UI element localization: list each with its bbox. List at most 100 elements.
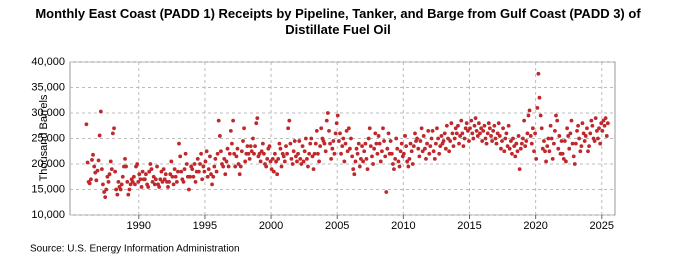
- data-point: [361, 159, 366, 164]
- data-point: [157, 185, 162, 189]
- data-point: [442, 131, 447, 136]
- data-point: [415, 136, 420, 141]
- data-point: [373, 131, 378, 136]
- data-point: [251, 136, 255, 141]
- data-point: [393, 157, 398, 161]
- data-point: [237, 172, 242, 177]
- data-point: [363, 141, 368, 146]
- data-point: [96, 158, 101, 163]
- data-point: [309, 136, 314, 141]
- data-point: [238, 164, 243, 169]
- data-point: [463, 126, 468, 131]
- data-point: [580, 121, 585, 126]
- data-point: [504, 131, 509, 136]
- data-point: [329, 157, 334, 161]
- data-point: [140, 169, 145, 174]
- data-point: [502, 149, 507, 154]
- data-point: [358, 157, 363, 161]
- data-point: [449, 121, 454, 126]
- data-point: [217, 134, 222, 138]
- data-point: [89, 177, 93, 182]
- data-point: [484, 141, 489, 146]
- data-point: [600, 128, 605, 133]
- data-point: [492, 123, 497, 128]
- data-point: [510, 151, 514, 156]
- data-point: [480, 139, 485, 143]
- data-point: [313, 141, 318, 146]
- data-point: [259, 149, 264, 154]
- data-point: [579, 144, 584, 149]
- data-point: [409, 149, 414, 154]
- data-point: [282, 159, 287, 164]
- data-point: [545, 144, 550, 149]
- data-point: [249, 149, 254, 154]
- data-point: [460, 131, 465, 136]
- data-point: [370, 154, 374, 159]
- data-point: [407, 157, 412, 161]
- data-point: [547, 149, 552, 154]
- data-point: [119, 182, 124, 187]
- data-point: [116, 179, 121, 184]
- data-point: [433, 141, 438, 146]
- data-point: [346, 126, 351, 131]
- data-point: [335, 113, 340, 118]
- data-point: [131, 174, 136, 179]
- data-point: [466, 128, 470, 133]
- data-point: [534, 157, 539, 161]
- data-point: [196, 169, 201, 174]
- data-point: [395, 146, 400, 151]
- data-point: [216, 118, 221, 123]
- data-point: [234, 154, 239, 159]
- data-point: [300, 144, 305, 149]
- data-point: [155, 164, 159, 169]
- data-point: [544, 159, 548, 164]
- data-point: [333, 131, 338, 136]
- data-point: [182, 167, 187, 172]
- data-point: [142, 177, 147, 182]
- data-point: [305, 157, 309, 161]
- data-point: [133, 182, 137, 187]
- source-note: Source: U.S. Energy Information Administ…: [30, 244, 240, 255]
- data-point: [159, 169, 164, 174]
- data-point: [147, 169, 152, 174]
- data-point: [334, 121, 339, 126]
- data-point: [318, 144, 323, 149]
- data-point: [239, 149, 244, 154]
- data-point: [109, 167, 114, 172]
- chart-title: Monthly East Coast (PADD 1) Receipts by …: [35, 6, 641, 37]
- data-point: [342, 159, 347, 164]
- data-point: [176, 169, 180, 174]
- data-point: [200, 177, 205, 182]
- data-point: [223, 172, 228, 177]
- data-point: [456, 123, 460, 128]
- data-point: [188, 174, 193, 179]
- data-point: [224, 159, 229, 164]
- data-point: [599, 121, 604, 126]
- data-point: [297, 139, 302, 143]
- data-point: [146, 185, 151, 189]
- data-point: [247, 157, 252, 161]
- data-point: [540, 146, 545, 151]
- data-point: [533, 131, 538, 136]
- data-point: [432, 157, 437, 161]
- data-point: [125, 179, 130, 184]
- data-point: [221, 164, 226, 169]
- data-point: [562, 139, 567, 143]
- data-point: [481, 128, 486, 133]
- data-point: [517, 167, 522, 172]
- data-point: [169, 159, 174, 164]
- data-point: [257, 151, 262, 156]
- data-point: [187, 187, 191, 192]
- data-point: [127, 187, 132, 192]
- data-point: [325, 111, 330, 115]
- data-point: [557, 134, 562, 138]
- data-point: [406, 164, 411, 169]
- data-point: [299, 162, 304, 166]
- data-point: [439, 134, 444, 138]
- data-point: [524, 139, 529, 143]
- data-point: [219, 149, 223, 154]
- data-point: [567, 146, 572, 151]
- data-point: [501, 126, 505, 131]
- data-point: [443, 146, 448, 151]
- data-point: [118, 187, 123, 192]
